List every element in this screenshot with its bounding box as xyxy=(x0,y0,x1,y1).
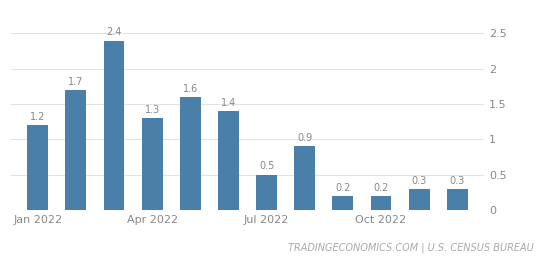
Bar xyxy=(294,146,315,210)
Text: 1.3: 1.3 xyxy=(145,105,160,115)
Bar xyxy=(180,97,201,210)
Text: 0.3: 0.3 xyxy=(450,176,465,186)
Bar xyxy=(256,175,277,210)
Bar xyxy=(142,118,163,210)
Bar xyxy=(218,111,239,210)
Text: 1.7: 1.7 xyxy=(68,77,84,87)
Text: 1.6: 1.6 xyxy=(183,84,198,94)
Text: 0.5: 0.5 xyxy=(259,162,274,172)
Text: 0.2: 0.2 xyxy=(373,183,389,193)
Bar xyxy=(65,90,86,210)
Bar xyxy=(409,189,430,210)
Bar xyxy=(332,196,353,210)
Text: TRADINGECONOMICS.COM | U.S. CENSUS BUREAU: TRADINGECONOMICS.COM | U.S. CENSUS BUREA… xyxy=(288,243,534,253)
Bar xyxy=(27,125,48,210)
Bar xyxy=(371,196,392,210)
Bar xyxy=(103,40,124,210)
Text: 0.2: 0.2 xyxy=(335,183,350,193)
Bar xyxy=(447,189,468,210)
Text: 0.3: 0.3 xyxy=(411,176,427,186)
Text: 2.4: 2.4 xyxy=(106,27,122,37)
Text: 0.9: 0.9 xyxy=(297,133,312,143)
Text: 1.2: 1.2 xyxy=(30,112,46,122)
Text: 1.4: 1.4 xyxy=(221,98,236,108)
